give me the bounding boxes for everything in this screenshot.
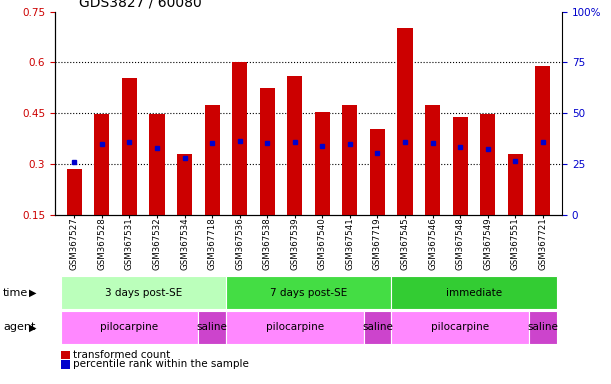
Text: GSM367548: GSM367548 bbox=[456, 217, 464, 270]
Bar bbox=[342, 105, 357, 215]
Bar bbox=[397, 28, 412, 215]
Text: GSM367536: GSM367536 bbox=[235, 217, 244, 270]
Text: GSM367719: GSM367719 bbox=[373, 217, 382, 270]
Bar bbox=[315, 112, 330, 215]
Bar bbox=[535, 66, 551, 215]
Bar bbox=[480, 114, 496, 215]
Text: GSM367718: GSM367718 bbox=[208, 217, 216, 270]
Bar bbox=[370, 129, 385, 215]
Bar bbox=[287, 76, 302, 215]
Text: GSM367546: GSM367546 bbox=[428, 217, 437, 270]
Text: GDS3827 / 60080: GDS3827 / 60080 bbox=[79, 0, 202, 10]
Text: GSM367541: GSM367541 bbox=[345, 217, 354, 270]
Text: GSM367531: GSM367531 bbox=[125, 217, 134, 270]
Text: time: time bbox=[3, 288, 28, 298]
Bar bbox=[260, 88, 275, 215]
Text: GSM367532: GSM367532 bbox=[153, 217, 161, 270]
Text: ▶: ▶ bbox=[29, 322, 37, 333]
Bar bbox=[60, 311, 199, 344]
Bar bbox=[391, 311, 529, 344]
Text: 7 days post-SE: 7 days post-SE bbox=[270, 288, 347, 298]
Text: percentile rank within the sample: percentile rank within the sample bbox=[73, 359, 249, 369]
Text: immediate: immediate bbox=[446, 288, 502, 298]
Bar bbox=[232, 62, 247, 215]
Text: pilocarpine: pilocarpine bbox=[431, 322, 489, 333]
Text: GSM367539: GSM367539 bbox=[290, 217, 299, 270]
Text: GSM367527: GSM367527 bbox=[70, 217, 79, 270]
Bar bbox=[149, 114, 164, 215]
Text: GSM367721: GSM367721 bbox=[538, 217, 547, 270]
Bar bbox=[67, 169, 82, 215]
Bar bbox=[391, 276, 557, 309]
Text: ▶: ▶ bbox=[29, 288, 37, 298]
Text: pilocarpine: pilocarpine bbox=[100, 322, 158, 333]
Text: GSM367551: GSM367551 bbox=[511, 217, 520, 270]
Text: 3 days post-SE: 3 days post-SE bbox=[104, 288, 182, 298]
Bar bbox=[529, 311, 557, 344]
Bar bbox=[364, 311, 391, 344]
Text: GSM367540: GSM367540 bbox=[318, 217, 327, 270]
Text: saline: saline bbox=[527, 322, 558, 333]
Text: GSM367545: GSM367545 bbox=[401, 217, 409, 270]
Text: GSM367538: GSM367538 bbox=[263, 217, 272, 270]
Bar bbox=[226, 276, 391, 309]
Bar bbox=[94, 114, 109, 215]
Bar bbox=[177, 154, 192, 215]
Text: saline: saline bbox=[362, 322, 393, 333]
Bar bbox=[453, 117, 468, 215]
Text: transformed count: transformed count bbox=[73, 350, 170, 360]
Bar bbox=[425, 105, 440, 215]
Bar bbox=[199, 311, 226, 344]
Text: GSM367534: GSM367534 bbox=[180, 217, 189, 270]
Bar bbox=[508, 154, 523, 215]
Text: GSM367528: GSM367528 bbox=[97, 217, 106, 270]
Text: agent: agent bbox=[3, 322, 35, 333]
Bar bbox=[226, 311, 364, 344]
Bar bbox=[60, 276, 226, 309]
Bar bbox=[205, 105, 220, 215]
Text: saline: saline bbox=[197, 322, 227, 333]
Text: pilocarpine: pilocarpine bbox=[266, 322, 324, 333]
Text: GSM367549: GSM367549 bbox=[483, 217, 492, 270]
Bar bbox=[122, 78, 137, 215]
